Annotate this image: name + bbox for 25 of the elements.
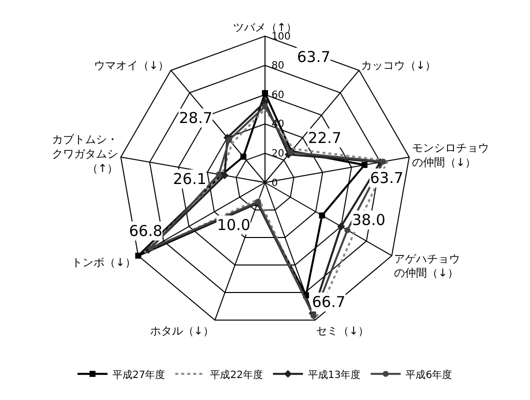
spoke-label: カッコウ（↓） — [360, 59, 436, 72]
y-tick-label: 20 — [272, 148, 284, 160]
spoke-label: ホタル（↓） — [150, 324, 214, 338]
legend-label: 平成27年度 — [112, 368, 166, 381]
spoke-label: カブトムシ・クワガタムシ（↑） — [52, 133, 118, 175]
spoke-label: モンシロチョウの仲間（↓） — [412, 142, 489, 169]
legend-label: 平成22年度 — [210, 368, 263, 381]
spoke-label: アゲハチョウの仲間（↓） — [394, 252, 460, 280]
text: 10.0 — [217, 216, 250, 234]
y-tick-label: 100 — [272, 31, 291, 42]
y-tick-label: 80 — [272, 60, 284, 72]
spoke-label: トンボ（↓） — [72, 256, 136, 269]
spoke-label: ウマオイ（↓） — [94, 59, 170, 72]
text: 26.1 — [173, 170, 206, 188]
text: 66.7 — [312, 293, 346, 311]
text: 66.8 — [129, 222, 162, 240]
text: 22.7 — [308, 129, 342, 147]
text: 63.7 — [370, 169, 404, 187]
text: 63.7 — [297, 48, 330, 66]
legend-label: 平成13年度 — [308, 368, 361, 381]
text: 28.7 — [179, 109, 212, 127]
legend-label: 平成6年度 — [406, 368, 452, 381]
y-tick-label: 60 — [272, 90, 284, 101]
spoke-label: セミ（↓） — [316, 324, 370, 338]
text: 38.0 — [352, 211, 386, 229]
